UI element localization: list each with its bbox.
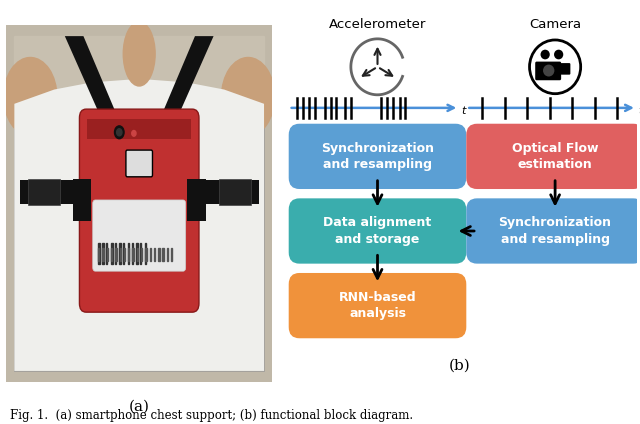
Bar <box>124 248 125 260</box>
Polygon shape <box>140 36 214 168</box>
Bar <box>111 248 112 260</box>
Bar <box>137 248 138 260</box>
Bar <box>111 243 113 264</box>
Bar <box>128 248 129 260</box>
Circle shape <box>554 50 563 59</box>
Bar <box>167 248 168 260</box>
Circle shape <box>116 129 122 136</box>
Bar <box>102 248 104 260</box>
Bar <box>120 153 158 196</box>
Bar <box>145 248 147 260</box>
FancyBboxPatch shape <box>289 124 467 189</box>
Bar <box>115 248 116 260</box>
FancyBboxPatch shape <box>289 198 467 264</box>
Circle shape <box>115 126 124 139</box>
Bar <box>150 248 151 260</box>
FancyBboxPatch shape <box>289 273 467 338</box>
Bar <box>187 179 205 221</box>
FancyBboxPatch shape <box>561 63 570 75</box>
Bar <box>88 119 191 139</box>
Text: Accelerometer: Accelerometer <box>329 18 426 31</box>
Text: Fig. 1.  (a) smartphone chest support; (b) functional block diagram.: Fig. 1. (a) smartphone chest support; (b… <box>10 409 413 422</box>
Text: t: t <box>461 106 465 116</box>
Circle shape <box>541 50 550 59</box>
Bar <box>145 243 147 264</box>
Bar <box>98 248 99 260</box>
Bar <box>28 179 60 205</box>
Ellipse shape <box>4 58 57 136</box>
Ellipse shape <box>124 22 155 86</box>
Circle shape <box>543 64 554 76</box>
Bar <box>107 248 108 260</box>
Text: (a): (a) <box>129 399 150 413</box>
Text: Synchronization
and resampling: Synchronization and resampling <box>321 142 434 171</box>
Text: Optical Flow
estimation: Optical Flow estimation <box>512 142 598 171</box>
Polygon shape <box>14 79 264 371</box>
Bar <box>132 248 134 260</box>
Bar <box>219 179 251 205</box>
Bar <box>14 36 264 125</box>
FancyBboxPatch shape <box>535 61 561 80</box>
FancyBboxPatch shape <box>126 150 152 177</box>
Bar <box>127 243 129 264</box>
Bar <box>163 248 164 260</box>
Text: t: t <box>639 106 640 116</box>
Circle shape <box>132 131 136 136</box>
Bar <box>102 243 104 264</box>
Bar <box>154 248 156 260</box>
Bar <box>136 243 138 264</box>
Polygon shape <box>65 36 140 168</box>
Bar <box>171 248 172 260</box>
Text: Synchronization
and resampling: Synchronization and resampling <box>499 216 612 246</box>
FancyBboxPatch shape <box>467 198 640 264</box>
Bar <box>119 243 121 264</box>
Ellipse shape <box>221 58 275 136</box>
Bar <box>115 243 116 264</box>
Bar <box>20 180 259 204</box>
Bar <box>158 248 159 260</box>
Text: Data alignment
and storage: Data alignment and storage <box>323 216 431 246</box>
Bar <box>106 243 108 264</box>
Text: (b): (b) <box>449 358 470 372</box>
Bar <box>120 248 121 260</box>
FancyBboxPatch shape <box>93 200 186 271</box>
Bar <box>73 179 92 221</box>
FancyBboxPatch shape <box>467 124 640 189</box>
Text: Camera: Camera <box>529 18 581 31</box>
Text: RNN-based
analysis: RNN-based analysis <box>339 291 416 321</box>
Bar <box>140 243 141 264</box>
Bar <box>98 243 100 264</box>
FancyBboxPatch shape <box>79 109 199 312</box>
Bar <box>141 248 142 260</box>
